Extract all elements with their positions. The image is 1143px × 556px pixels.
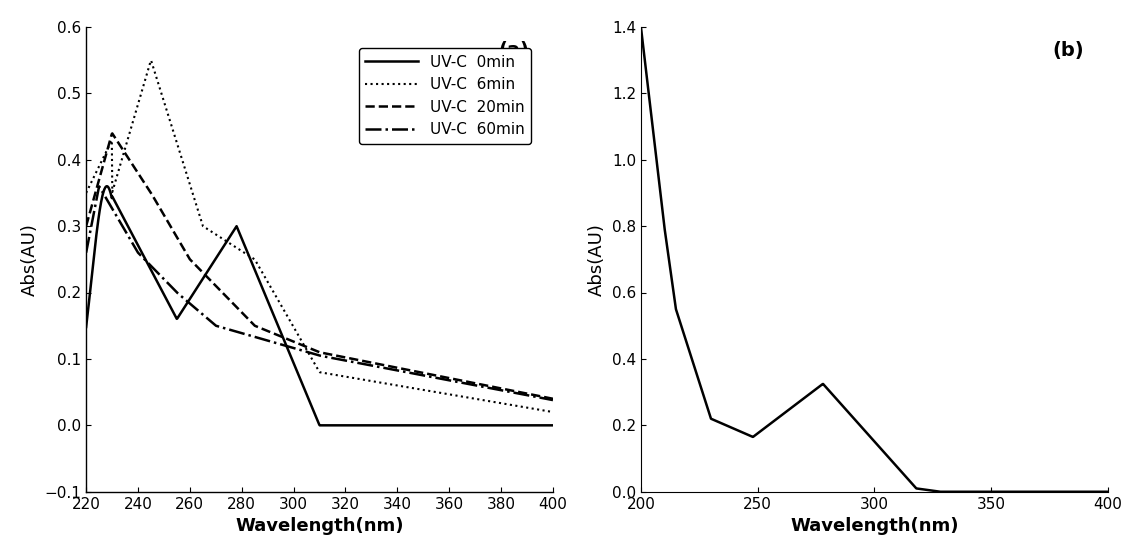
Text: (a): (a) — [498, 41, 529, 60]
X-axis label: Wavelength(nm): Wavelength(nm) — [235, 517, 403, 535]
Line: UV-C  60min: UV-C 60min — [86, 186, 553, 400]
UV-C  6min — [79, 190, 93, 196]
UV-C  6min — [453, 393, 466, 399]
UV-C  20min — [79, 223, 93, 230]
UV-C  60min — [286, 344, 299, 351]
UV-C  0min — [127, 235, 141, 241]
UV-C  6min — [443, 391, 457, 398]
UV-C  20min — [127, 164, 141, 171]
UV-C  60min — [79, 249, 93, 256]
UV-C  0min — [79, 324, 93, 330]
UV-C  6min — [269, 292, 282, 299]
Y-axis label: Abs(AU): Abs(AU) — [589, 223, 606, 296]
Line: UV-C  6min: UV-C 6min — [86, 61, 553, 412]
UV-C  6min — [400, 384, 414, 390]
UV-C  0min — [445, 422, 458, 429]
UV-C  20min — [453, 377, 466, 384]
UV-C  6min — [127, 115, 141, 122]
UV-C  6min — [144, 57, 158, 64]
UV-C  60min — [546, 397, 560, 404]
Text: (b): (b) — [1053, 41, 1085, 60]
UV-C  20min — [443, 375, 457, 382]
UV-C  20min — [269, 331, 282, 337]
UV-C  20min — [546, 395, 560, 402]
UV-C  0min — [313, 422, 327, 429]
Y-axis label: Abs(AU): Abs(AU) — [21, 223, 39, 296]
UV-C  0min — [546, 422, 560, 429]
UV-C  60min — [443, 378, 457, 384]
UV-C  20min — [400, 366, 414, 373]
UV-C  0min — [286, 356, 299, 363]
UV-C  60min — [400, 369, 414, 376]
UV-C  20min — [286, 337, 299, 344]
Line: UV-C  0min: UV-C 0min — [86, 186, 553, 425]
UV-C  60min — [453, 379, 466, 385]
UV-C  0min — [401, 422, 415, 429]
UV-C  0min — [453, 422, 466, 429]
Legend: UV-C  0min, UV-C  6min, UV-C  20min, UV-C  60min: UV-C 0min, UV-C 6min, UV-C 20min, UV-C 6… — [359, 48, 531, 143]
UV-C  60min — [93, 183, 106, 190]
UV-C  6min — [286, 321, 299, 328]
UV-C  0min — [269, 316, 282, 322]
UV-C  6min — [546, 409, 560, 415]
X-axis label: Wavelength(nm): Wavelength(nm) — [790, 517, 959, 535]
UV-C  0min — [99, 183, 113, 190]
Line: UV-C  20min: UV-C 20min — [86, 133, 553, 399]
UV-C  60min — [269, 340, 282, 346]
UV-C  60min — [127, 243, 141, 250]
UV-C  20min — [105, 130, 119, 137]
